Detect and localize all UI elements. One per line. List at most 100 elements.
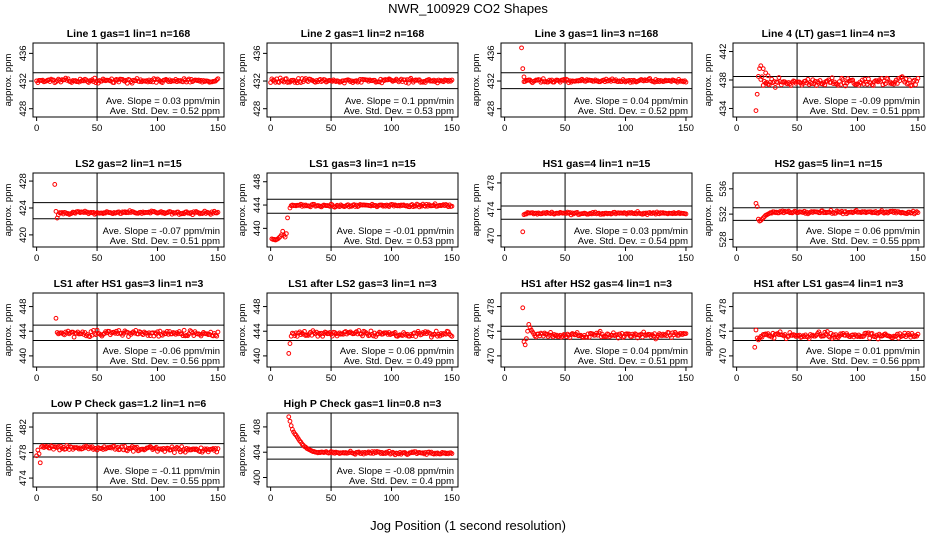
y-tick-label: 448 — [252, 174, 263, 190]
y-tick-label: 536 — [718, 181, 729, 197]
y-axis-label: approx. ppm — [471, 54, 482, 107]
data-point — [145, 333, 151, 338]
x-tick-label: 50 — [326, 493, 337, 504]
data-point — [196, 77, 202, 83]
y-tick-label: 428 — [18, 101, 29, 117]
chart-title: HS1 after HS2 gas=4 lin=1 n=3 — [521, 278, 672, 290]
data-point — [879, 76, 885, 81]
std-dev-annotation: Ave. Std. Dev. = 0.52 ppm — [110, 106, 220, 117]
slope-annotation: Ave. Slope = -0.01 ppm/min — [337, 226, 454, 237]
chart-title: Line 3 gas=1 lin=3 n=168 — [535, 28, 659, 40]
chart-title: LS2 gas=2 lin=1 n=15 — [75, 158, 182, 170]
data-point — [402, 77, 408, 83]
data-point — [297, 438, 303, 444]
data-point — [299, 441, 305, 447]
data-point — [683, 211, 689, 217]
data-point — [915, 75, 921, 81]
data-point — [292, 431, 298, 437]
y-axis-label: approx. ppm — [237, 304, 248, 357]
data-point — [53, 315, 59, 321]
data-point — [915, 331, 921, 337]
data-point — [283, 231, 289, 236]
slope-annotation: Ave. Slope = 0.04 ppm/min — [574, 96, 688, 107]
data-point — [92, 75, 98, 81]
data-point — [71, 334, 77, 340]
data-point — [288, 423, 294, 429]
data-point — [449, 451, 455, 456]
chart-panel: LS1 after LS2 gas=3 lin=1 n=3 0 50 100 150 44… — [237, 278, 460, 384]
plot-frame — [32, 292, 225, 368]
data-point — [402, 331, 408, 337]
x-tick-label: 100 — [384, 253, 400, 264]
slope-annotation: Ave. Slope = -0.09 ppm/min — [803, 96, 920, 107]
x-tick-label: 50 — [92, 253, 103, 264]
std-dev-annotation: Ave. Std. Dev. = 0.56 ppm — [110, 356, 220, 367]
y-tick-label: 444 — [18, 323, 29, 339]
std-dev-annotation: Ave. Std. Dev. = 0.52 ppm — [578, 106, 688, 117]
data-point — [824, 329, 830, 334]
chart-panel: Low P Check gas=1.2 lin=1 n=6 0 50 100 150 47… — [3, 398, 226, 504]
x-tick-label: 0 — [268, 493, 273, 504]
plot-frame — [266, 42, 459, 118]
data-point — [607, 334, 613, 339]
data-point — [521, 74, 527, 80]
data-point — [542, 330, 547, 336]
chart-panel: HS1 after LS1 gas=4 lin=1 n=3 0 50 100 150 47… — [703, 278, 926, 384]
x-tick-label: 100 — [618, 373, 634, 384]
x-tick-label: 150 — [210, 373, 226, 384]
data-point — [829, 75, 835, 81]
data-point — [885, 76, 891, 82]
data-point — [597, 328, 603, 334]
x-tick-label: 50 — [560, 253, 571, 264]
x-tick-label: 50 — [326, 253, 337, 264]
chart-panel: Line 4 (LT) gas=1 lin=4 n=3 0 50 100 150 434 4… — [703, 28, 926, 134]
data-point — [432, 201, 438, 207]
chart-panel: HS1 after HS2 gas=4 lin=1 n=3 0 50 100 150 47… — [471, 278, 694, 384]
data-point — [683, 79, 689, 85]
y-tick-label: 478 — [486, 299, 497, 315]
y-axis-label: approx. ppm — [237, 184, 248, 237]
data-point — [408, 332, 414, 337]
data-point — [641, 329, 647, 335]
x-tick-label: 0 — [268, 123, 273, 134]
data-point — [758, 218, 764, 223]
slope-annotation: Ave. Slope = -0.06 ppm/min — [103, 346, 220, 357]
x-tick-label: 150 — [678, 253, 694, 264]
y-tick-label: 408 — [252, 419, 263, 435]
slope-annotation: Ave. Slope = 0.03 ppm/min — [106, 96, 220, 107]
y-tick-label: 436 — [252, 45, 263, 61]
data-point — [775, 80, 781, 85]
chart-title: HS1 gas=4 lin=1 n=15 — [543, 158, 651, 170]
data-point — [759, 74, 765, 80]
data-point — [63, 329, 69, 335]
data-point — [812, 78, 818, 84]
data-point — [522, 342, 528, 348]
data-point — [519, 45, 524, 51]
plot-frame — [500, 172, 693, 248]
data-point — [754, 204, 760, 209]
data-point — [129, 444, 135, 449]
data-point — [116, 79, 122, 85]
y-tick-label: 428 — [18, 173, 29, 189]
data-point — [37, 460, 43, 466]
data-point — [341, 80, 347, 86]
data-point — [816, 329, 822, 335]
x-tick-label: 150 — [678, 373, 694, 384]
chart-title: Line 2 gas=1 lin=2 n=168 — [301, 28, 425, 40]
data-point — [377, 79, 382, 85]
data-point — [155, 329, 160, 335]
std-dev-annotation: Ave. Std. Dev. = 0.49 ppm — [344, 356, 454, 367]
std-dev-annotation: Ave. Std. Dev. = 0.4 ppm — [349, 476, 454, 487]
data-point — [289, 427, 295, 432]
y-axis-label: approx. ppm — [703, 184, 714, 237]
x-tick-label: 150 — [910, 253, 926, 264]
data-point — [124, 329, 130, 335]
y-tick-label: 420 — [18, 227, 29, 243]
y-tick-label: 478 — [486, 175, 497, 191]
x-tick-label: 0 — [734, 253, 739, 264]
chart-panel: HS2 gas=5 lin=1 n=15 0 50 100 150 528 532 536 ap… — [703, 158, 926, 264]
data-point — [759, 216, 765, 222]
x-tick-label: 100 — [850, 253, 866, 264]
x-tick-label: 100 — [150, 493, 166, 504]
data-point — [523, 336, 529, 342]
